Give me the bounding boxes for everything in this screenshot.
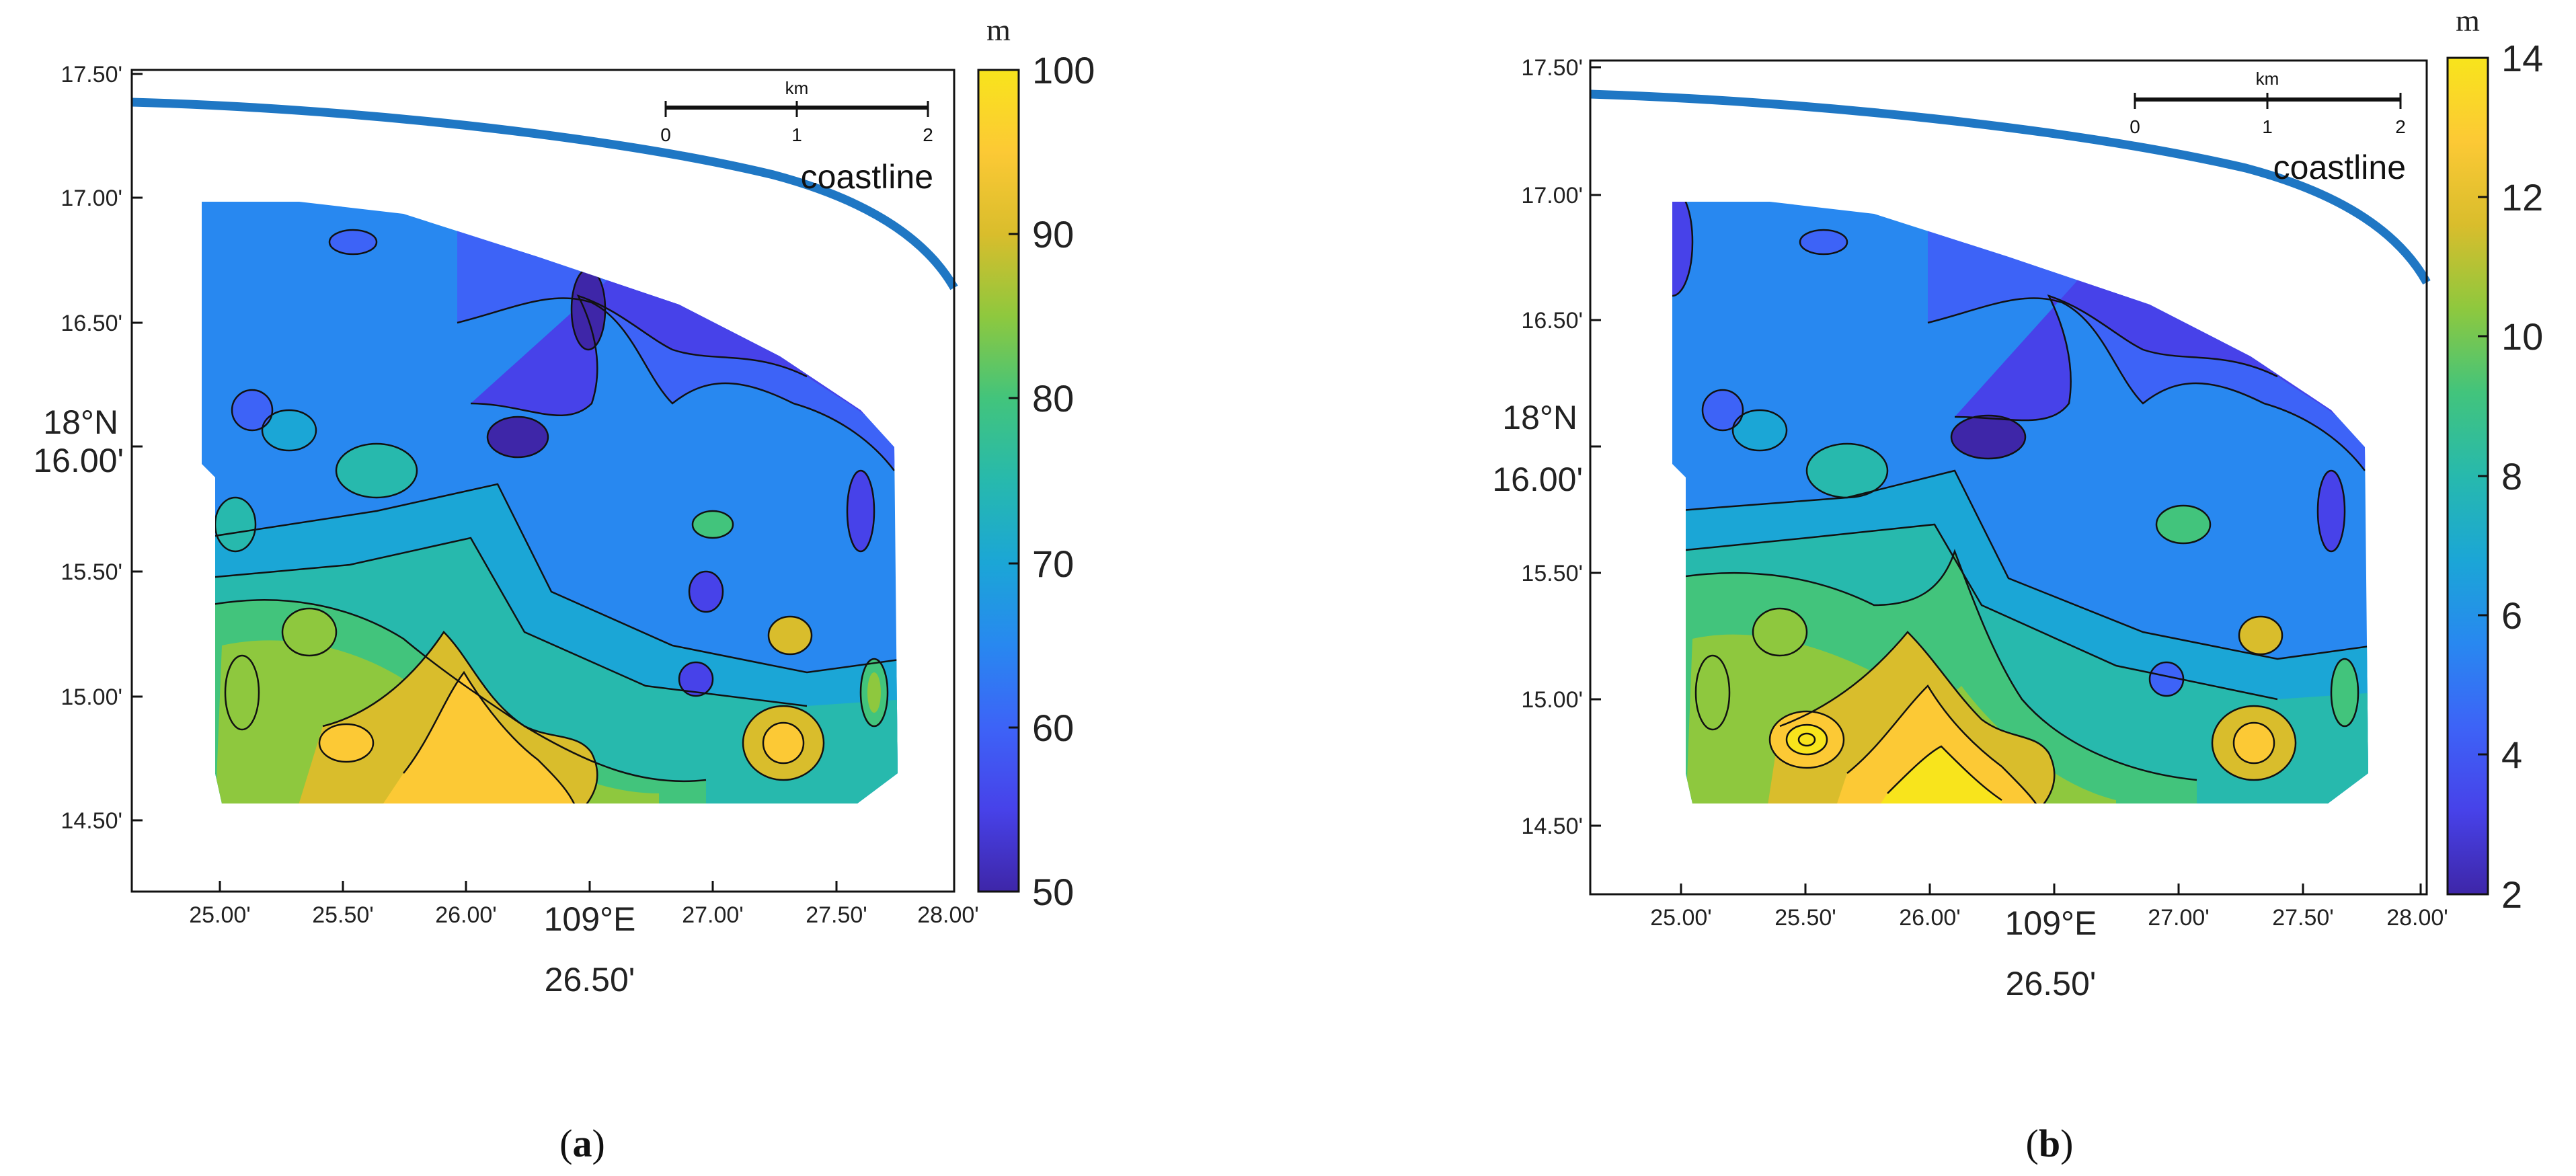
panel-b: 17.50' 17.00' 16.50' 18°N 16.00' 15.50' … [1492,3,2543,1165]
x-tick-label: 27.50' [2272,905,2334,931]
x-tick-label: 27.50' [806,902,867,928]
x-tick-label: 27.00' [2148,905,2210,931]
y-major-label: 18°N [43,403,118,441]
y-tick-label: 14.50' [1521,814,1583,839]
svg-text:6: 6 [2501,594,2522,637]
scale-bar: km 0 1 2 [660,78,933,145]
svg-text:0: 0 [2130,116,2140,137]
x-major-label: 26.50' [2006,965,2097,1003]
colorbar: m 100 90 80 70 60 50 [977,13,1095,913]
bathymetry-map [202,202,898,803]
x-major-label: 26.50' [545,961,635,998]
svg-text:80: 80 [1032,377,1074,420]
colorbar-unit: m [2456,3,2480,38]
x-tick-label: 28.00' [917,902,979,928]
coastline-line [131,97,958,290]
coastline-label: coastline [2273,149,2406,186]
svg-text:0: 0 [660,124,671,145]
svg-text:8: 8 [2501,455,2522,498]
panel-a: 17.50' 17.00' 16.50' 18°N 16.00' 15.50' … [33,13,1095,1165]
map-frame [130,69,955,893]
x-tick-label: 26.00' [1899,905,1961,931]
svg-text:2: 2 [923,124,933,145]
y-tick-label: 17.50' [61,62,122,87]
svg-text:km: km [2256,69,2279,89]
y-tick-label: 16.50' [61,311,122,336]
colorbar: m 14 12 10 8 6 4 2 [2446,3,2543,916]
y-tick-label: 15.00' [61,684,122,710]
y-tick-label: 15.00' [1521,687,1583,713]
y-tick-label: 17.50' [1521,55,1583,81]
x-major-label: 109°E [2005,904,2097,942]
y-major-label: 16.00' [33,442,124,479]
svg-text:2: 2 [2395,116,2406,137]
svg-text:km: km [785,78,809,98]
bathymetry-map [1672,202,2368,803]
x-tick-label: 28.00' [2386,905,2448,931]
coastline-line [1590,89,2431,285]
x-tick-label: 26.00' [435,902,497,928]
svg-text:1: 1 [2262,116,2273,137]
svg-text:10: 10 [2501,315,2543,358]
y-tick-label: 16.50' [1521,308,1583,334]
svg-text:1: 1 [791,124,802,145]
y-major-label: 18°N [1502,399,1577,436]
x-tick-label: 25.00' [1650,905,1712,931]
x-tick-label: 25.00' [189,902,251,928]
svg-text:100: 100 [1032,49,1095,91]
coastline-label: coastline [801,158,933,196]
svg-text:14: 14 [2501,37,2543,79]
scale-bar: km 0 1 2 [2130,69,2406,137]
y-tick-label: 17.00' [61,186,122,211]
svg-text:2: 2 [2501,873,2522,916]
x-tick-label: 25.50' [1774,905,1836,931]
y-tick-label: 15.50' [61,559,122,585]
panel-caption: (b) [2026,1122,2074,1165]
svg-text:60: 60 [1032,707,1074,749]
x-tick-label: 25.50' [312,902,374,928]
y-tick-label: 14.50' [61,808,122,834]
svg-text:4: 4 [2501,734,2522,776]
x-major-label: 109°E [544,900,636,938]
x-tick-label: 27.00' [682,902,744,928]
y-tick-label: 17.00' [1521,183,1583,208]
svg-text:90: 90 [1032,213,1074,256]
svg-text:12: 12 [2501,176,2543,219]
y-major-label: 16.00' [1492,461,1583,498]
map-frame [1589,59,2428,896]
svg-text:50: 50 [1032,871,1074,913]
colorbar-unit: m [986,13,1011,47]
y-tick-label: 15.50' [1521,561,1583,586]
svg-text:70: 70 [1032,543,1074,585]
panel-caption: (a) [559,1122,605,1165]
